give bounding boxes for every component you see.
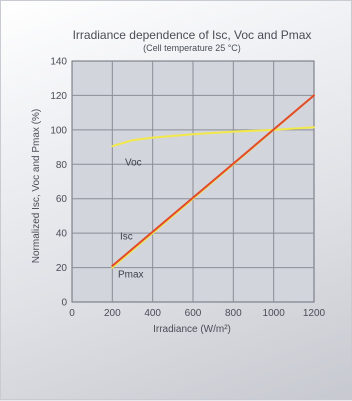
y-tick-label: 60 xyxy=(56,194,68,205)
x-tick-label: 200 xyxy=(104,308,121,319)
x-axis-label: Irradiance (W/m²) xyxy=(153,324,231,335)
series-label-pmax: Pmax xyxy=(118,269,144,280)
y-tick-label: 0 xyxy=(61,298,67,309)
y-tick-label: 40 xyxy=(56,229,68,240)
y-tick-label: 20 xyxy=(56,263,68,274)
x-tick-label: 600 xyxy=(185,308,202,319)
series-lines xyxy=(111,94,315,269)
y-tick-label: 80 xyxy=(56,160,68,171)
y-tick-label: 100 xyxy=(50,125,67,136)
y-tick-label: 120 xyxy=(50,91,67,102)
chart-subtitle: (Cell temperature 25 °C) xyxy=(143,43,241,53)
series-label-isc: Isc xyxy=(120,232,133,243)
x-tick-label: 800 xyxy=(225,308,242,319)
y-tick-label: 140 xyxy=(50,57,67,68)
grid-lines xyxy=(72,61,314,302)
series-line-isc xyxy=(111,94,315,267)
chart-title: Irradiance dependence of Isc, Voc and Pm… xyxy=(73,28,312,42)
series-label-voc: Voc xyxy=(125,158,142,169)
y-axis-label: Normalized Isc, Voc and Pmax (%) xyxy=(31,109,42,264)
x-tick-label: 1200 xyxy=(303,308,326,319)
x-tick-label: 0 xyxy=(69,308,75,319)
x-tick-label: 400 xyxy=(144,308,161,319)
series-labels: Voc Isc Pmax xyxy=(118,158,144,281)
x-tick-label: 1000 xyxy=(263,308,286,319)
tick-labels: 0 200 400 600 800 1000 1200 0 20 40 60 80 100 120 140 xyxy=(50,57,325,320)
